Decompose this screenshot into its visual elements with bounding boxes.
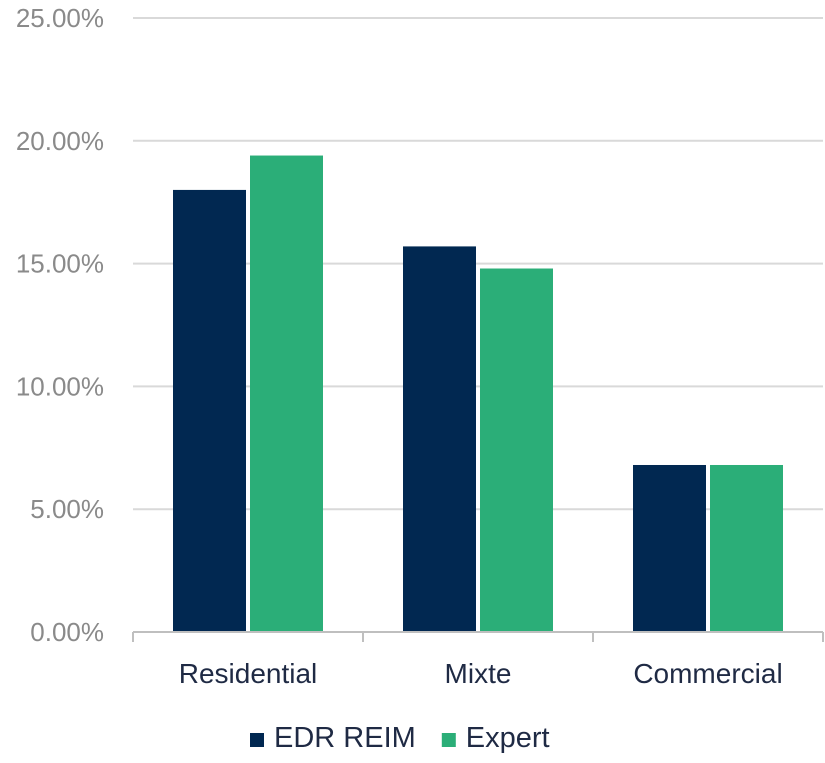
gridlines (133, 17, 823, 511)
bar-edr-reim-residential (173, 189, 246, 633)
y-axis-ticks: 0.00% 5.00% 10.00% 15.00% 20.00% 25.00% (16, 3, 104, 647)
legend-swatch (441, 733, 456, 747)
bar-edr-reim-mixte (403, 246, 476, 632)
legend-label: Expert (466, 722, 550, 754)
legend-item-expert: Expert (441, 722, 550, 754)
legend: EDR REIM Expert (250, 722, 550, 754)
bar-edr-reim-commercial (633, 464, 706, 632)
legend-swatch (250, 733, 264, 747)
y-tick-label: 25.00% (16, 3, 104, 33)
y-tick-label: 5.00% (30, 494, 104, 524)
x-tick-label: Commercial (633, 658, 782, 689)
bar-expert-residential (250, 155, 323, 632)
y-tick-label: 10.00% (16, 371, 104, 401)
x-tick-label: Mixte (445, 658, 512, 689)
legend-label: EDR REIM (274, 722, 416, 754)
x-tick-label: Residential (179, 658, 318, 689)
bar-expert-commercial (710, 464, 783, 632)
y-tick-label: 20.00% (16, 126, 104, 156)
y-tick-label: 15.00% (16, 249, 104, 279)
bar-expert-mixte (480, 268, 553, 632)
x-axis: Residential Mixte Commercial (132, 631, 824, 689)
y-tick-label: 0.00% (30, 617, 104, 647)
bars (173, 155, 783, 633)
legend-item-edr-reim: EDR REIM (250, 722, 416, 754)
